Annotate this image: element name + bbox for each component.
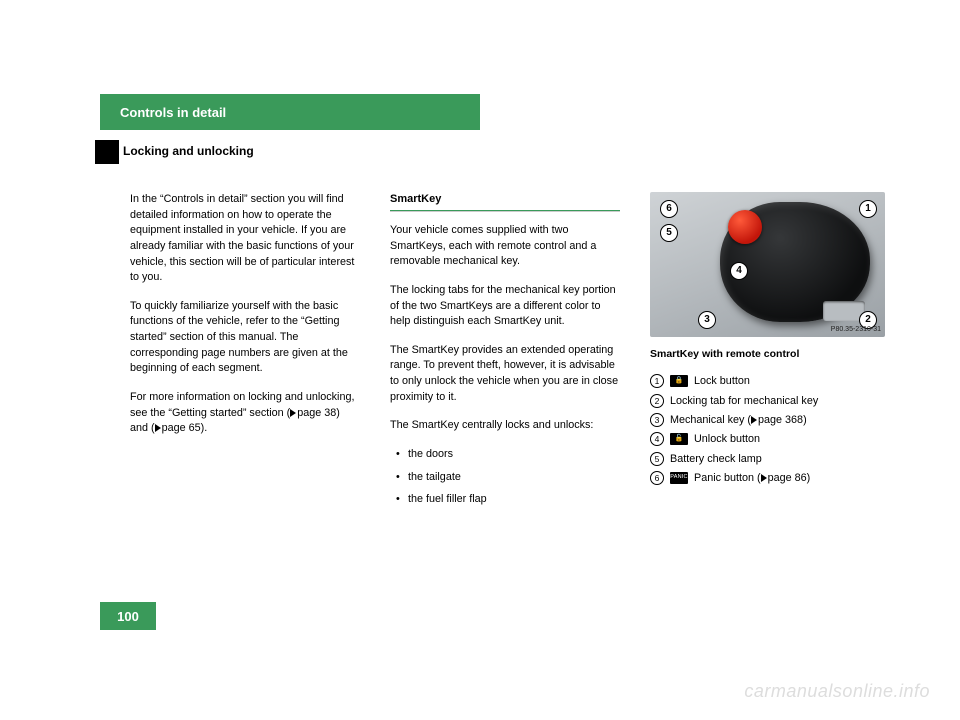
ref-icon [761, 474, 767, 482]
ref-icon [155, 424, 161, 432]
legend-row-2: 2 Locking tab for mechanical key [650, 392, 900, 410]
section-tab [95, 140, 119, 164]
legend-text: Unlock button [694, 430, 760, 448]
smartkey-p1: Your vehicle comes supplied with two Sma… [390, 223, 620, 270]
legend-row-4: 4 🔓 Unlock button [650, 430, 900, 448]
legend-text: Panic button ( page 86) [694, 469, 810, 487]
legend-num: 1 [650, 374, 664, 388]
legend-row-5: 5 Battery check lamp [650, 450, 900, 468]
text: Panic button ( [694, 472, 761, 484]
lock-list: the doors the tailgate the fuel filler f… [390, 447, 620, 508]
callout-4: 4 [730, 262, 748, 280]
smartkey-p4: The SmartKey centrally locks and unlocks… [390, 418, 620, 434]
page-ref: page 368 [758, 414, 803, 426]
callout-5: 5 [660, 224, 678, 242]
legend-text: Lock button [694, 372, 750, 390]
legend-num: 3 [650, 413, 664, 427]
smartkey-p2: The locking tabs for the mechanical key … [390, 283, 620, 330]
panic-icon: PANIC [670, 472, 688, 484]
intro-paragraph-3: For more information on locking and unlo… [130, 390, 360, 437]
legend-num: 4 [650, 432, 664, 446]
legend-text: Battery check lamp [670, 450, 762, 468]
text: ) [807, 472, 811, 484]
unlock-icon: 🔓 [670, 433, 688, 445]
watermark: carmanualsonline.info [744, 681, 930, 702]
legend-text: Locking tab for mechanical key [670, 392, 818, 410]
ref-icon [290, 409, 296, 417]
legend-text: Mechanical key ( page 368) [670, 411, 807, 429]
column-2: SmartKey Your vehicle comes supplied wit… [390, 192, 620, 515]
legend-row-6: 6 PANIC Panic button ( page 86) [650, 469, 900, 487]
legend-row-3: 3 Mechanical key ( page 368) [650, 411, 900, 429]
list-item: the fuel filler flap [396, 492, 620, 508]
chapter-title: Controls in detail [120, 105, 226, 120]
image-caption: SmartKey with remote control [650, 347, 900, 362]
smartkey-image: 1 2 3 4 5 6 P80.35-2310-31 [650, 192, 885, 337]
panic-button-graphic [728, 210, 762, 244]
callout-legend: 1 🔒 Lock button 2 Locking tab for mechan… [650, 372, 900, 487]
list-item: the tailgate [396, 470, 620, 486]
text: ) [803, 414, 807, 426]
column-3: 1 2 3 4 5 6 P80.35-2310-31 SmartKey with… [650, 192, 900, 488]
lock-icon: 🔒 [670, 375, 688, 387]
callout-6: 6 [660, 200, 678, 218]
page-ref: page 65 [162, 422, 201, 434]
list-item: the doors [396, 447, 620, 463]
smartkey-heading: SmartKey [390, 192, 620, 208]
legend-num: 6 [650, 471, 664, 485]
intro-paragraph-1: In the “Controls in detail” section you … [130, 192, 360, 286]
ref-icon [751, 416, 757, 424]
callout-1: 1 [859, 200, 877, 218]
legend-row-1: 1 🔒 Lock button [650, 372, 900, 390]
legend-num: 2 [650, 394, 664, 408]
section-title: Locking and unlocking [123, 144, 254, 158]
callout-3: 3 [698, 311, 716, 329]
chapter-header: Controls in detail [100, 94, 480, 130]
text: ). [201, 422, 208, 434]
smartkey-p3: The SmartKey provides an extended oper­a… [390, 343, 620, 406]
page-ref: page 86 [768, 472, 807, 484]
legend-num: 5 [650, 452, 664, 466]
image-reference-code: P80.35-2310-31 [831, 325, 881, 335]
heading-underline [390, 210, 620, 211]
column-1: In the “Controls in detail” section you … [130, 192, 360, 450]
page-number: 100 [100, 602, 156, 630]
manual-page: Controls in detail Locking and unlocking… [40, 40, 920, 680]
page-ref: page 38 [297, 407, 336, 419]
intro-paragraph-2: To quickly familiarize yourself with the… [130, 299, 360, 377]
text: Mechanical key ( [670, 414, 751, 426]
